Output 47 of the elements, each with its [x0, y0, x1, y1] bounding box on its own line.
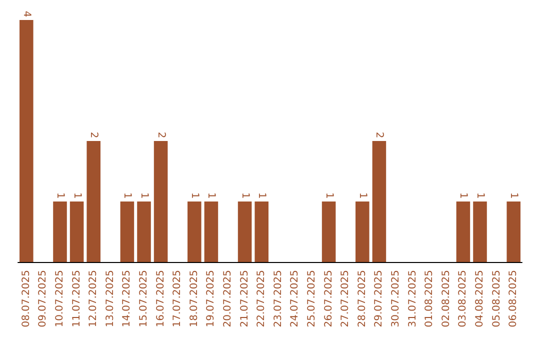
data-label: 1 — [323, 192, 334, 199]
data-label: 1 — [508, 192, 520, 199]
x-tick-label: 28.07.2025 — [356, 270, 368, 328]
data-label: 1 — [474, 192, 486, 199]
x-tick-label: 08.07.2025 — [20, 270, 32, 328]
data-label: 2 — [374, 132, 385, 138]
x-tick-label: 13.07.2025 — [104, 270, 116, 328]
x-tick-label: 05.08.2025 — [491, 270, 502, 328]
data-label: 1 — [138, 192, 150, 199]
x-tick-label: 25.07.2025 — [306, 270, 318, 328]
x-tick-label: 14.07.2025 — [122, 270, 133, 328]
data-label: 1 — [54, 192, 66, 199]
x-tick-label: 11.07.2025 — [71, 270, 82, 328]
data-label: 1 — [71, 192, 82, 199]
x-tick-label: 09.07.2025 — [38, 270, 49, 328]
x-tick-label: 06.08.2025 — [508, 270, 520, 328]
data-label: 2 — [155, 132, 166, 138]
x-tick-label: 23.07.2025 — [272, 270, 284, 328]
x-tick-label: 27.07.2025 — [340, 270, 352, 328]
data-label: 1 — [356, 192, 368, 199]
x-tick-label: 17.07.2025 — [172, 270, 184, 328]
data-label: 2 — [88, 132, 100, 138]
x-tick-label: 31.07.2025 — [407, 270, 418, 328]
data-label: 1 — [239, 192, 250, 199]
data-label: 1 — [122, 192, 133, 199]
x-tick-label: 22.07.2025 — [256, 270, 268, 328]
x-tick-label: 02.08.2025 — [440, 270, 452, 328]
x-tick-label: 03.08.2025 — [458, 270, 469, 328]
data-label: 1 — [206, 192, 217, 199]
x-tick-label: 01.08.2025 — [424, 270, 436, 328]
x-tick-label: 29.07.2025 — [374, 270, 385, 328]
x-tick-label: 19.07.2025 — [206, 270, 217, 328]
x-tick-label: 04.08.2025 — [474, 270, 486, 328]
data-label: 1 — [256, 192, 268, 199]
x-tick-label: 18.07.2025 — [188, 270, 200, 328]
x-tick-label: 26.07.2025 — [323, 270, 334, 328]
x-tick-label: 24.07.2025 — [290, 270, 301, 328]
x-tick-label: 20.07.2025 — [222, 270, 234, 328]
data-label: 1 — [188, 192, 200, 199]
x-tick-label: 10.07.2025 — [54, 270, 66, 328]
data-label: 4 — [20, 10, 32, 18]
x-tick-label: 12.07.2025 — [88, 270, 100, 328]
x-tick-label: 21.07.2025 — [239, 270, 250, 328]
data-label: 1 — [458, 192, 469, 199]
x-tick-label: 30.07.2025 — [390, 270, 402, 328]
x-tick-label: 15.07.2025 — [138, 270, 150, 328]
x-tick-label: 16.07.2025 — [155, 270, 166, 328]
